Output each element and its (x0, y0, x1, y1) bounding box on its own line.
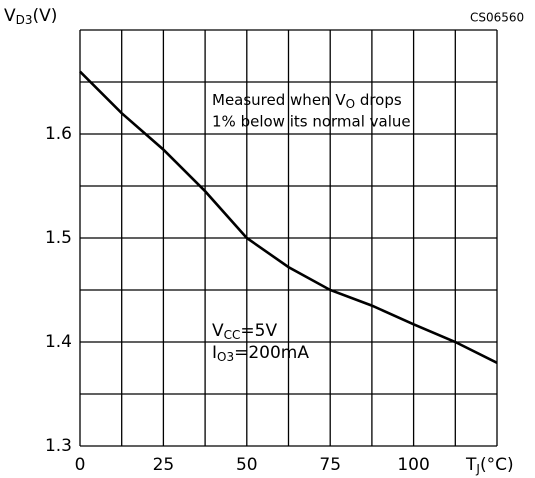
x-tick-label: 50 (236, 455, 258, 475)
x-label-unit: (°C) (480, 455, 514, 475)
x-tick-label: 75 (319, 455, 341, 475)
y-tick-label: 1.6 (45, 124, 72, 144)
y-tick-label: 1.3 (45, 436, 72, 456)
x-label-sub: J (475, 462, 480, 476)
note-line-2: 1% below its normal value (212, 113, 411, 131)
data-line (79, 70, 498, 364)
y-tick-label: 1.5 (45, 228, 72, 248)
condition-value: =200mA (234, 343, 309, 363)
condition-symbol: V (212, 321, 224, 341)
x-axis-label: TJ(°C) (465, 455, 514, 476)
note-line-1: Measured when VO drops (212, 91, 402, 111)
x-tick-label: 0 (75, 455, 86, 475)
condition: VCC=5V (212, 321, 277, 342)
condition-sub: CC (224, 328, 241, 342)
figure-code: CS06560 (470, 11, 524, 25)
y-label-symbol: V (4, 6, 16, 26)
condition-sub: O3 (217, 350, 234, 364)
condition-symbol: I (212, 343, 217, 363)
y-label-sub: D3 (16, 13, 33, 27)
y-tick-label: 1.4 (45, 332, 72, 352)
y-label-unit: (V) (33, 6, 58, 26)
note-text: Measured when V (212, 91, 346, 109)
x-label-symbol: T (465, 455, 477, 475)
note-sub: O (346, 97, 355, 111)
condition-value: =5V (240, 321, 277, 341)
note-text: drops (355, 91, 402, 109)
x-tick-label: 25 (153, 455, 175, 475)
condition: IO3=200mA (212, 343, 309, 364)
y-axis-label: VD3(V) (4, 6, 57, 27)
x-tick-label: 100 (397, 455, 429, 475)
